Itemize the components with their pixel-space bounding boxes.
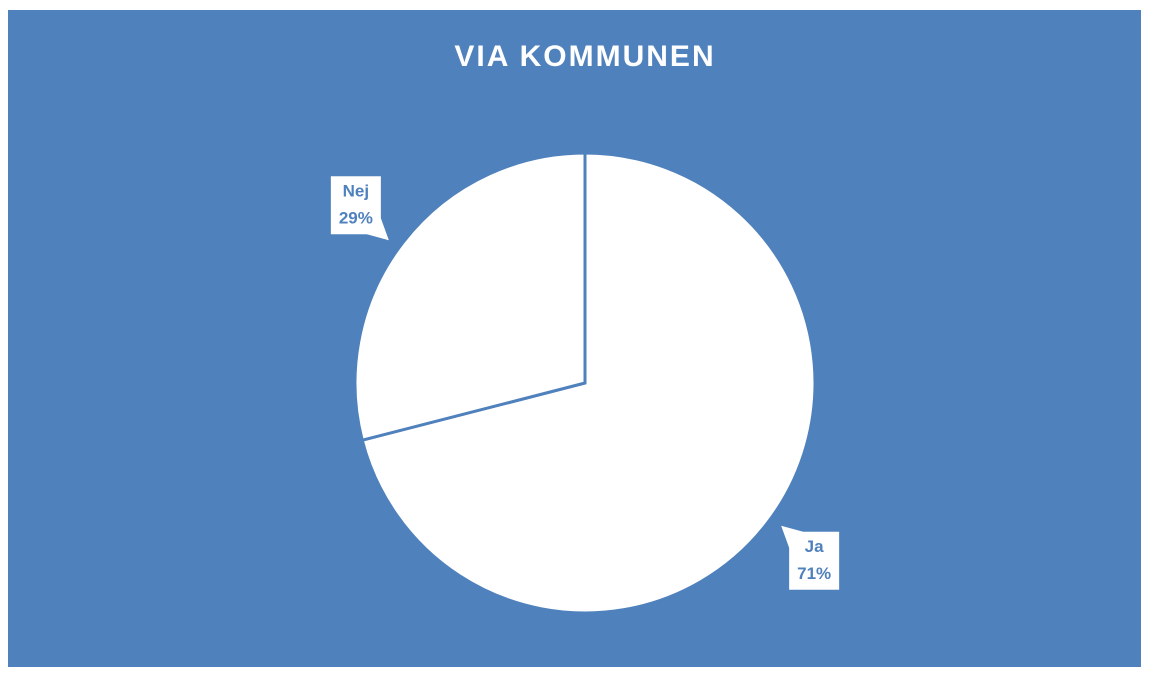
data-label-category: Nej [343, 182, 369, 201]
data-label-value: 29% [339, 209, 373, 228]
data-label-value: 71% [797, 564, 831, 583]
pie-slice [353, 151, 587, 443]
pie-slice [360, 151, 817, 615]
data-label-category: Ja [805, 537, 824, 556]
callout-box [330, 176, 381, 235]
chart-title: VIA KOMMUNEN [454, 40, 715, 73]
callout-box [789, 531, 840, 590]
